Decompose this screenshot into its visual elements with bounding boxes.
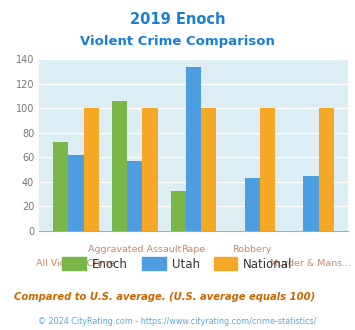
Text: Rape: Rape	[181, 245, 206, 254]
Text: 2019 Enoch: 2019 Enoch	[130, 12, 225, 26]
Bar	[186, 67, 201, 231]
Bar	[303, 176, 318, 231]
Bar	[142, 109, 158, 231]
Text: Robbery: Robbery	[233, 245, 272, 254]
Bar	[245, 178, 260, 231]
Bar	[53, 142, 69, 231]
Bar	[112, 101, 127, 231]
Bar	[127, 161, 142, 231]
Bar	[201, 109, 217, 231]
Bar	[170, 190, 186, 231]
Text: © 2024 CityRating.com - https://www.cityrating.com/crime-statistics/: © 2024 CityRating.com - https://www.city…	[38, 317, 317, 326]
Text: Murder & Mans...: Murder & Mans...	[270, 259, 351, 268]
Bar	[318, 109, 334, 231]
Bar	[260, 109, 275, 231]
Text: All Violent Crime: All Violent Crime	[37, 259, 115, 268]
Text: Aggravated Assault: Aggravated Assault	[88, 245, 181, 254]
Bar	[69, 155, 84, 231]
Legend: Enoch, Utah, National: Enoch, Utah, National	[58, 253, 297, 275]
Text: Compared to U.S. average. (U.S. average equals 100): Compared to U.S. average. (U.S. average …	[14, 292, 316, 302]
Bar	[84, 109, 99, 231]
Text: Violent Crime Comparison: Violent Crime Comparison	[80, 35, 275, 48]
